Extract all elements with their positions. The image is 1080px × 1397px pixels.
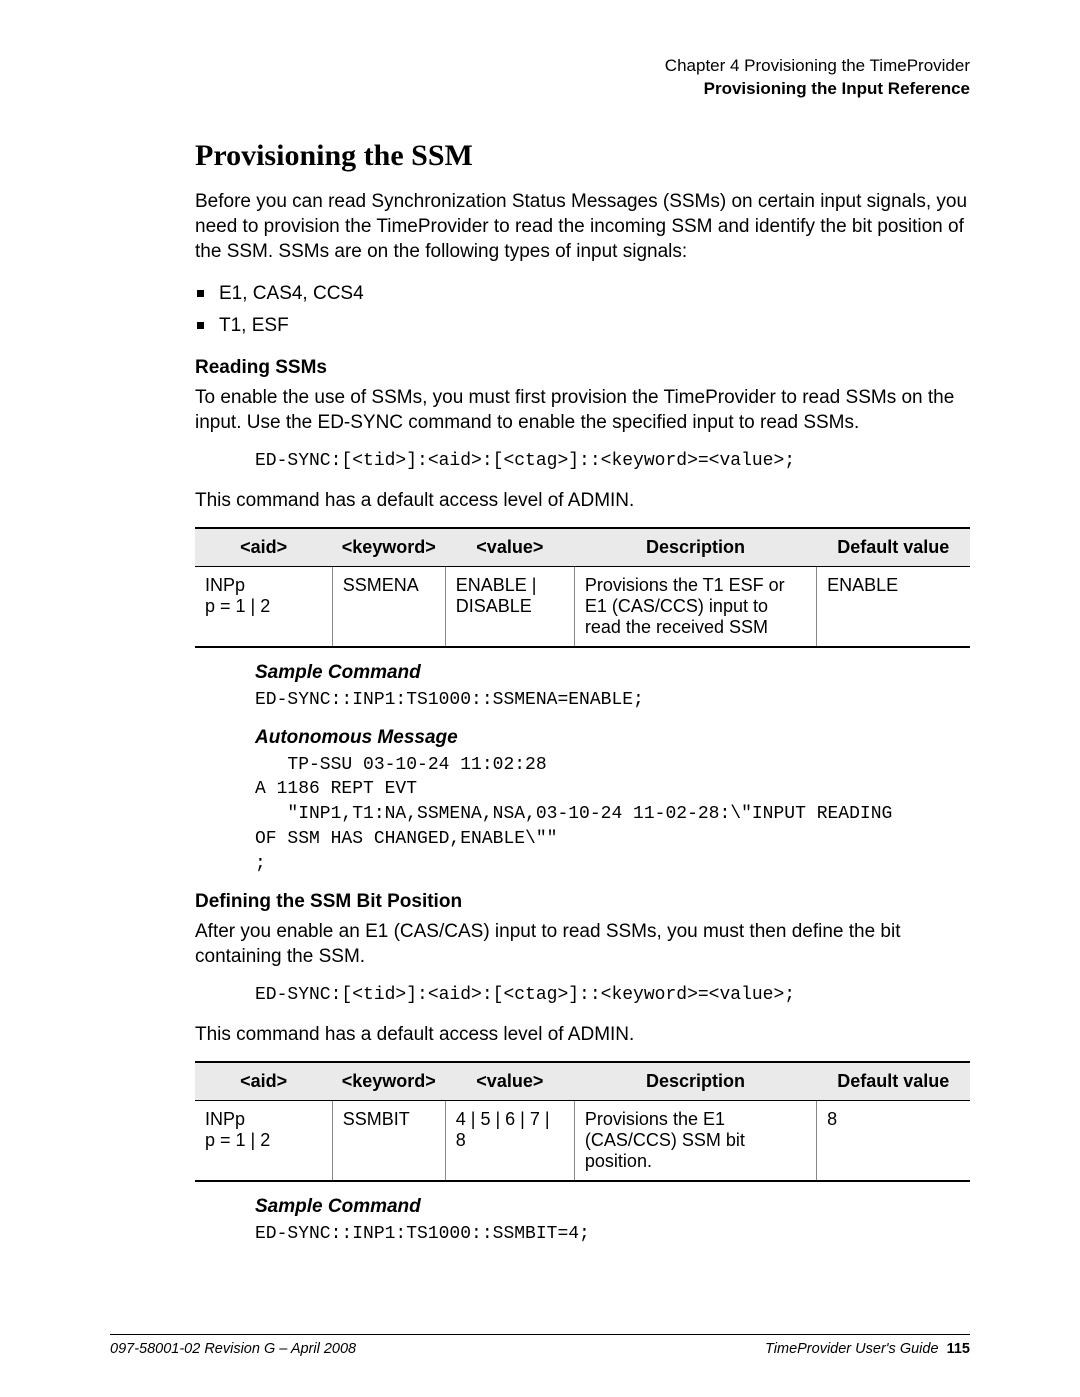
autonomous-message-heading: Autonomous Message — [255, 727, 970, 749]
footer-left: 097-58001-02 Revision G – April 2008 — [110, 1341, 356, 1357]
ssmbit-table: <aid> <keyword> <value> Description Defa… — [195, 1061, 970, 1182]
signal-type-list: E1, CAS4, CCS4 T1, ESF — [195, 278, 970, 343]
syntax-code: ED-SYNC:[<tid>]:<aid>:[<ctag>]::<keyword… — [255, 449, 970, 474]
cell-value: 4 | 5 | 6 | 7 | 8 — [445, 1100, 574, 1181]
autonomous-message-code: TP-SSU 03-10-24 11:02:28 A 1186 REPT EVT… — [255, 753, 970, 877]
chapter-label: Chapter 4 Provisioning the TimeProvider — [195, 55, 970, 78]
footer-right: TimeProvider User's Guide 115 — [765, 1341, 970, 1357]
cell-keyword: SSMENA — [332, 566, 445, 647]
table-header: Default value — [817, 528, 970, 567]
sample-command-heading: Sample Command — [255, 662, 970, 684]
cell-description: Provisions the E1 (CAS/CCS) SSM bit posi… — [574, 1100, 816, 1181]
cell-keyword: SSMBIT — [332, 1100, 445, 1181]
cell-default: 8 — [817, 1100, 970, 1181]
syntax-code: ED-SYNC:[<tid>]:<aid>:[<ctag>]::<keyword… — [255, 983, 970, 1008]
table-header: <aid> — [195, 528, 332, 567]
sample-command-heading: Sample Command — [255, 1196, 970, 1218]
table-header: <value> — [445, 528, 574, 567]
reading-ssms-paragraph: To enable the use of SSMs, you must firs… — [195, 385, 970, 435]
page-header: Chapter 4 Provisioning the TimeProvider … — [195, 55, 970, 101]
page-title: Provisioning the SSM — [195, 139, 970, 173]
table-header: <value> — [445, 1062, 574, 1101]
table-row: INPp p = 1 | 2 SSMENA ENABLE | DISABLE P… — [195, 566, 970, 647]
page-container: Chapter 4 Provisioning the TimeProvider … — [0, 0, 1080, 1397]
table-header: <keyword> — [332, 528, 445, 567]
table-header: Default value — [817, 1062, 970, 1101]
section-label: Provisioning the Input Reference — [195, 78, 970, 101]
cell-aid: INPp p = 1 | 2 — [195, 1100, 332, 1181]
table-header: <aid> — [195, 1062, 332, 1101]
footer-guide-name: TimeProvider User's Guide — [765, 1341, 938, 1357]
cell-aid: INPp p = 1 | 2 — [195, 566, 332, 647]
page-number: 115 — [947, 1341, 970, 1357]
table-row: INPp p = 1 | 2 SSMBIT 4 | 5 | 6 | 7 | 8 … — [195, 1100, 970, 1181]
cell-description: Provisions the T1 ESF or E1 (CAS/CCS) in… — [574, 566, 816, 647]
sample-command-code: ED-SYNC::INP1:TS1000::SSMENA=ENABLE; — [255, 688, 970, 713]
cell-value: ENABLE | DISABLE — [445, 566, 574, 647]
cell-default: ENABLE — [817, 566, 970, 647]
defining-bit-paragraph: After you enable an E1 (CAS/CAS) input t… — [195, 919, 970, 969]
access-level-note: This command has a default access level … — [195, 1022, 970, 1047]
ssmena-table: <aid> <keyword> <value> Description Defa… — [195, 527, 970, 648]
sample-command-code: ED-SYNC::INP1:TS1000::SSMBIT=4; — [255, 1222, 970, 1247]
table-header: Description — [574, 528, 816, 567]
reading-ssms-heading: Reading SSMs — [195, 357, 970, 379]
table-header: <keyword> — [332, 1062, 445, 1101]
defining-bit-heading: Defining the SSM Bit Position — [195, 891, 970, 913]
list-item: E1, CAS4, CCS4 — [195, 278, 970, 310]
access-level-note: This command has a default access level … — [195, 488, 970, 513]
list-item: T1, ESF — [195, 310, 970, 342]
intro-paragraph: Before you can read Synchronization Stat… — [195, 189, 970, 264]
table-header: Description — [574, 1062, 816, 1101]
page-footer: 097-58001-02 Revision G – April 2008 Tim… — [110, 1334, 970, 1357]
